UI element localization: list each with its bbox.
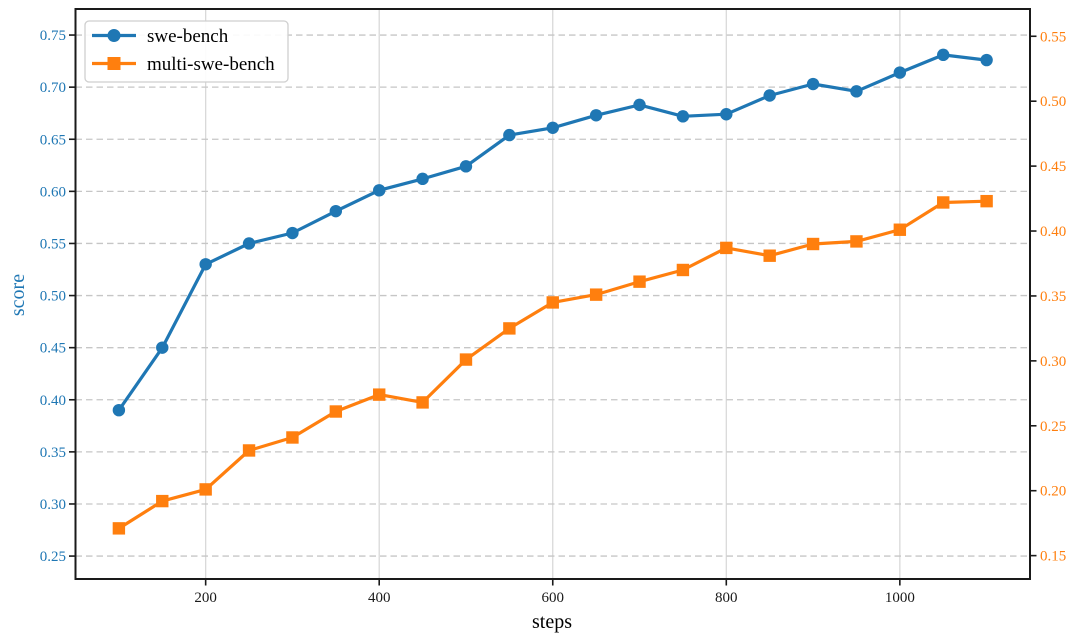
data-point-marker xyxy=(329,405,343,418)
right-tick-label: 0.35 xyxy=(1040,289,1066,305)
legend-marker-circle-icon xyxy=(107,29,121,42)
data-point-marker xyxy=(850,235,863,248)
x-tick-label: 400 xyxy=(368,590,391,606)
left-tick-label: 0.35 xyxy=(40,445,66,461)
legend-marker-square-icon xyxy=(107,57,121,70)
x-axis-label: steps xyxy=(532,611,572,633)
data-point-marker xyxy=(980,53,993,67)
right-tick-label: 0.30 xyxy=(1040,354,1066,370)
data-point-marker xyxy=(937,196,950,209)
left-tick-label: 0.40 xyxy=(40,393,66,409)
data-point-marker xyxy=(546,121,559,134)
data-point-marker xyxy=(112,403,126,417)
data-point-marker xyxy=(242,237,256,250)
right-tick-label: 0.40 xyxy=(1040,224,1066,240)
left-tick-label: 0.50 xyxy=(40,289,66,305)
data-point-marker xyxy=(156,494,169,508)
data-point-marker xyxy=(676,110,690,123)
x-tick-label: 600 xyxy=(542,590,565,606)
data-point-marker xyxy=(373,388,386,401)
data-point-marker xyxy=(763,89,776,102)
data-point-marker xyxy=(459,160,473,173)
data-point-marker xyxy=(980,194,993,208)
left-tick-label: 0.25 xyxy=(40,549,66,565)
y-axis-label: score xyxy=(7,274,29,316)
left-tick-label: 0.30 xyxy=(40,497,66,513)
data-point-marker xyxy=(546,296,559,309)
left-tick-label: 0.60 xyxy=(40,184,66,200)
data-point-marker xyxy=(893,66,907,79)
legend-item-label: multi-swe-bench xyxy=(147,54,275,75)
data-point-marker xyxy=(676,263,690,277)
data-point-marker xyxy=(893,223,907,236)
legend: swe-bench multi-swe-bench xyxy=(84,20,289,83)
right-tick-label: 0.50 xyxy=(1040,94,1066,110)
data-point-marker xyxy=(806,237,820,251)
data-point-marker xyxy=(850,85,863,98)
data-point-marker xyxy=(329,204,343,218)
right-tick-label: 0.25 xyxy=(1040,419,1066,435)
right-tick-label: 0.55 xyxy=(1040,29,1066,45)
data-point-marker xyxy=(720,108,733,121)
data-point-marker xyxy=(459,353,473,366)
data-point-marker xyxy=(589,109,603,122)
left-tick-label: 0.65 xyxy=(40,132,66,148)
data-point-marker xyxy=(286,226,299,240)
right-tick-label: 0.15 xyxy=(1040,549,1066,565)
x-tick-label: 800 xyxy=(715,590,738,606)
data-point-marker xyxy=(199,258,212,271)
data-point-marker xyxy=(286,431,299,444)
left-tick-label: 0.75 xyxy=(40,28,66,44)
data-point-marker xyxy=(373,184,386,197)
data-point-marker xyxy=(199,483,212,496)
left-tick-label: 0.55 xyxy=(40,236,66,252)
data-point-marker xyxy=(633,275,646,288)
data-point-marker xyxy=(720,241,733,255)
right-tick-label: 0.20 xyxy=(1040,484,1066,500)
data-point-marker xyxy=(763,249,776,262)
x-tick-label: 200 xyxy=(194,590,217,606)
left-tick-label: 0.70 xyxy=(40,80,66,96)
data-point-marker xyxy=(937,48,950,62)
right-tick-label: 0.45 xyxy=(1040,159,1066,175)
x-tick-label: 1000 xyxy=(885,590,915,606)
data-point-marker xyxy=(503,128,516,142)
data-point-marker xyxy=(503,322,516,335)
data-point-marker xyxy=(156,341,169,354)
data-point-marker xyxy=(416,172,429,186)
legend-item-label: swe-bench xyxy=(147,26,229,47)
data-point-marker xyxy=(112,522,126,535)
data-point-marker xyxy=(242,444,256,457)
left-tick-label: 0.45 xyxy=(40,341,66,357)
data-point-marker xyxy=(589,288,603,301)
data-point-marker xyxy=(633,98,646,112)
data-point-marker xyxy=(416,396,429,409)
data-point-marker xyxy=(806,77,820,91)
